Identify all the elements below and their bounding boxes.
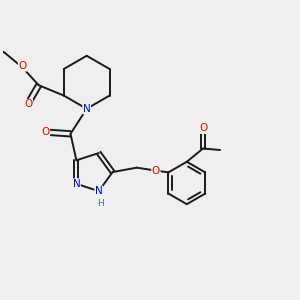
- Text: N: N: [73, 179, 80, 189]
- Text: N: N: [95, 186, 103, 196]
- Text: O: O: [18, 61, 27, 71]
- Text: O: O: [24, 99, 32, 110]
- Text: O: O: [41, 127, 50, 137]
- Text: H: H: [97, 199, 104, 208]
- Text: O: O: [199, 124, 207, 134]
- Text: O: O: [152, 166, 160, 176]
- Text: N: N: [83, 104, 91, 114]
